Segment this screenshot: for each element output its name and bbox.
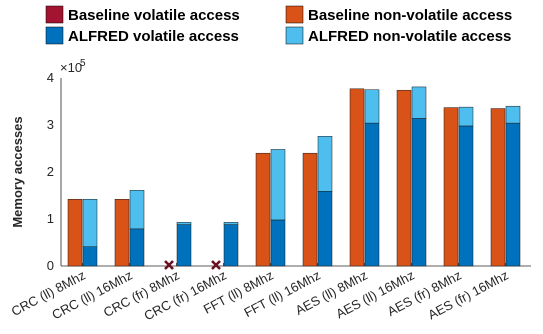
- bar-alfred-nonvolatile: [458, 106, 474, 127]
- bar-baseline-nonvolatile: [396, 89, 412, 267]
- bar-alfred-volatile: [176, 224, 192, 267]
- bar-alfred-nonvolatile: [129, 190, 145, 230]
- bars-group: [67, 86, 521, 267]
- bar-alfred-volatile: [129, 228, 145, 267]
- failure-markers-group: [164, 260, 221, 270]
- legend-label-alfred-nonvolatile: ALFRED non-volatile access: [308, 28, 511, 45]
- bar-baseline-nonvolatile: [114, 199, 130, 267]
- legend-item-baseline-nonvolatile: Baseline non-volatile access: [285, 5, 512, 24]
- bar-alfred-volatile: [505, 122, 521, 267]
- failure-x-marker: [211, 260, 221, 270]
- bar-alfred-volatile: [223, 224, 239, 267]
- legend: Baseline volatile access Baseline non-vo…: [45, 5, 512, 45]
- y-tick-label: 3: [47, 117, 54, 132]
- legend-item-baseline-volatile: Baseline volatile access: [45, 5, 240, 24]
- bar-alfred-volatile: [82, 246, 98, 267]
- bar-alfred-volatile: [270, 219, 286, 267]
- bar-baseline-nonvolatile: [349, 88, 365, 267]
- legend-label-baseline-volatile: Baseline volatile access: [68, 7, 240, 24]
- bar-alfred-volatile: [317, 191, 333, 267]
- bar-alfred-nonvolatile: [223, 222, 239, 225]
- y-axis-ticks: 0 1 2 3 4: [47, 70, 54, 273]
- failure-x-stroke: [164, 260, 174, 270]
- failure-x-marker: [164, 260, 174, 270]
- bar-alfred-nonvolatile: [82, 199, 98, 247]
- bar-alfred-volatile: [411, 118, 427, 267]
- bar-alfred-nonvolatile: [176, 222, 192, 225]
- legend-label-alfred-volatile: ALFRED volatile access: [68, 28, 239, 45]
- x-tick-label: AES (fr) 16Mhz: [425, 267, 511, 322]
- legend-item-alfred-volatile: ALFRED volatile access: [45, 26, 239, 45]
- bar-alfred-volatile: [458, 125, 474, 267]
- bar-baseline-nonvolatile: [443, 107, 459, 267]
- y-tick-label: 2: [47, 164, 54, 179]
- legend-item-alfred-nonvolatile: ALFRED non-volatile access: [285, 26, 511, 45]
- bar-alfred-nonvolatile: [317, 136, 333, 192]
- bar-baseline-nonvolatile: [490, 108, 506, 267]
- legend-swatch-baseline-volatile: [45, 5, 64, 24]
- y-axis-exponent: ×10 5: [60, 58, 86, 75]
- bar-alfred-nonvolatile: [364, 89, 380, 124]
- legend-swatch-baseline-nonvolatile: [285, 5, 304, 24]
- legend-swatch-alfred-volatile: [45, 26, 64, 45]
- bar-alfred-nonvolatile: [505, 105, 521, 124]
- y-tick-label: 1: [47, 211, 54, 226]
- bar-alfred-nonvolatile: [270, 149, 286, 221]
- y-exponent-base: ×10: [60, 60, 82, 75]
- bar-baseline-nonvolatile: [67, 199, 83, 267]
- failure-x-stroke: [211, 260, 221, 270]
- y-tick-label: 0: [47, 258, 54, 273]
- y-exponent-power: 5: [80, 58, 86, 69]
- y-tick-label: 4: [47, 70, 54, 85]
- legend-swatch-alfred-nonvolatile: [285, 26, 304, 45]
- bar-baseline-nonvolatile: [302, 152, 318, 267]
- bar-alfred-nonvolatile: [411, 86, 427, 119]
- y-axis-title: Memory accesses: [10, 116, 25, 227]
- bar-baseline-nonvolatile: [255, 152, 271, 267]
- legend-label-baseline-nonvolatile: Baseline non-volatile access: [308, 7, 512, 24]
- bar-alfred-volatile: [364, 122, 380, 267]
